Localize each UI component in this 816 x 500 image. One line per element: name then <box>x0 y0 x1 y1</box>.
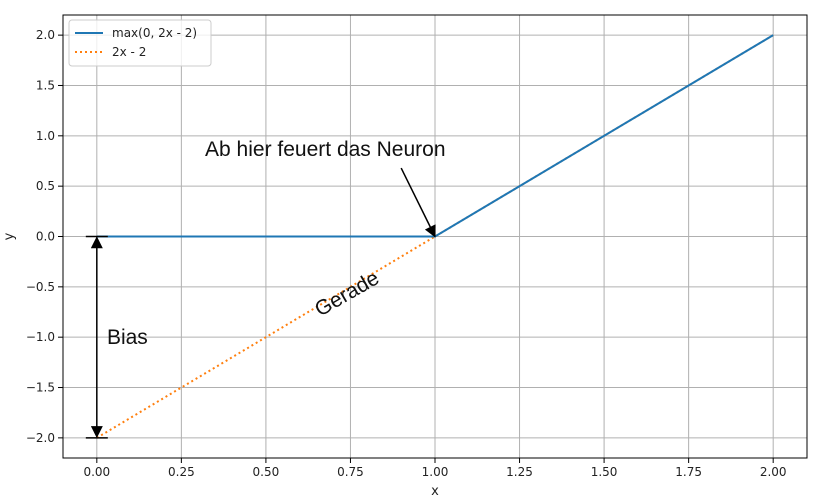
x-tick-label: 2.00 <box>760 465 787 479</box>
x-tick-label: 0.50 <box>253 465 280 479</box>
ticks: 0.00 0.25 0.50 0.75 1.00 1.25 1.50 1.75 2.00 −2.0… <box>26 28 787 479</box>
annotation-neuron-fires: Ab hier feuert das Neuron <box>205 138 445 161</box>
y-tick-label: −2.0 <box>26 431 55 445</box>
y-tick-label: 1.5 <box>36 78 55 92</box>
legend-box <box>68 19 212 67</box>
y-axis-label: y <box>2 232 17 240</box>
annotation-bias: Bias <box>107 326 148 349</box>
y-tick-label: −1.0 <box>26 330 55 344</box>
legend-label-linear: 2x - 2 <box>112 45 146 59</box>
x-tick-label: 0.00 <box>83 465 110 479</box>
x-tick-label: 1.25 <box>506 465 533 479</box>
x-tick-label: 1.50 <box>591 465 618 479</box>
legend-label-max: max(0, 2x - 2) <box>112 26 197 40</box>
y-tick-label: 2.0 <box>36 28 55 42</box>
y-tick-label: −1.5 <box>26 381 55 395</box>
annotations-group <box>85 167 436 439</box>
x-tick-label: 1.75 <box>675 465 702 479</box>
y-tick-label: 0.0 <box>36 230 55 244</box>
x-tick-label: 0.75 <box>337 465 364 479</box>
legend: max(0, 2x - 2) 2x - 2 <box>68 19 212 67</box>
y-tick-label: 0.5 <box>36 179 55 193</box>
x-tick-label: 0.25 <box>168 465 195 479</box>
y-tick-label: −0.5 <box>26 280 55 294</box>
annotation-gerade: Gerade <box>311 266 383 321</box>
x-tick-label: 1.00 <box>422 465 449 479</box>
annotation-arrow-neuron <box>400 167 436 238</box>
x-axis-label: x <box>431 484 439 499</box>
y-tick-label: 1.0 <box>36 129 55 143</box>
